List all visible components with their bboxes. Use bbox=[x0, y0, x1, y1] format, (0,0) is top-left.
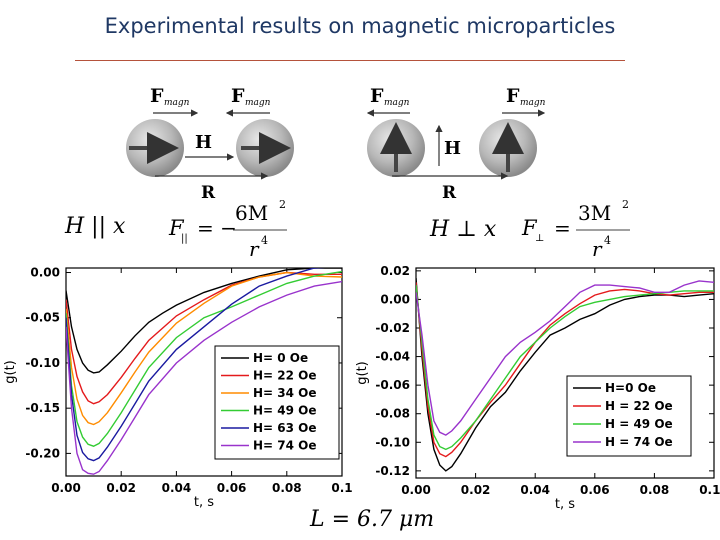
x-tick-label: 0.08 bbox=[272, 481, 302, 495]
diagram-parallel: F magn F magn H R H || x F || = − 6M 2 r… bbox=[64, 85, 294, 261]
svg-text:r: r bbox=[249, 237, 260, 261]
svg-text:L = 6.7 μm: L = 6.7 μm bbox=[309, 507, 434, 532]
legend-label: H = 22 Oe bbox=[605, 399, 673, 413]
force-label-right: F magn bbox=[231, 85, 271, 108]
y-tick-label: -0.15 bbox=[25, 401, 60, 415]
svg-text:F: F bbox=[150, 85, 164, 107]
x-tick-label: 0.10 bbox=[699, 483, 720, 497]
svg-text:magn: magn bbox=[164, 98, 190, 108]
diagram-perpendicular: F magn F magn H R H ⊥ x F ⊥ = 3M 2 r 4 bbox=[366, 85, 630, 261]
series-line-3 bbox=[66, 270, 342, 447]
series-line-4 bbox=[66, 268, 326, 462]
force-label-left: F magn bbox=[370, 85, 410, 108]
svg-text:2: 2 bbox=[622, 198, 629, 211]
legend-label: H = 49 Oe bbox=[605, 417, 673, 431]
legend-label: H= 22 Oe bbox=[253, 369, 317, 383]
x-tick-label: 0.02 bbox=[461, 483, 491, 497]
svg-text:F: F bbox=[231, 85, 245, 107]
field-label: H bbox=[195, 132, 212, 153]
x-tick-label: 0.04 bbox=[520, 483, 550, 497]
svg-text:F: F bbox=[168, 216, 185, 240]
y-tick-label: -0.05 bbox=[25, 311, 60, 325]
series-line-2 bbox=[66, 271, 342, 426]
svg-text:F: F bbox=[521, 216, 538, 240]
x-tick-label: 0.06 bbox=[217, 481, 247, 495]
svg-text:||: || bbox=[181, 233, 188, 244]
condition-parallel: H || x bbox=[64, 214, 126, 239]
y-axis-label: g(t) bbox=[3, 360, 18, 384]
force-label-right: F magn bbox=[506, 85, 546, 108]
y-tick-label: 0.02 bbox=[380, 264, 410, 278]
series-line-0 bbox=[416, 277, 714, 472]
svg-text:= −: = − bbox=[197, 216, 237, 240]
legend-label: H= 63 Oe bbox=[253, 421, 317, 435]
y-tick-label: -0.08 bbox=[375, 407, 410, 421]
plot-frame bbox=[65, 267, 343, 477]
formula-parallel: F || = − 6M 2 r 4 bbox=[168, 198, 287, 261]
legend-box bbox=[214, 345, 340, 460]
distance-label: R bbox=[201, 183, 216, 203]
svg-text:magn: magn bbox=[384, 98, 410, 108]
svg-text:⊥: ⊥ bbox=[535, 233, 544, 244]
condition-perpendicular: H ⊥ x bbox=[429, 217, 497, 242]
y-tick-label: -0.10 bbox=[25, 356, 60, 370]
svg-text:magn: magn bbox=[520, 98, 546, 108]
y-axis-label: g(t) bbox=[355, 361, 370, 385]
series-line-0 bbox=[66, 268, 342, 374]
y-tick-label: -0.10 bbox=[375, 435, 410, 449]
legend-label: H = 74 Oe bbox=[605, 435, 673, 449]
legend-label: H= 34 Oe bbox=[253, 386, 317, 400]
svg-text:4: 4 bbox=[261, 234, 268, 247]
y-tick-label: -0.12 bbox=[375, 464, 410, 478]
x-tick-label: 0.02 bbox=[106, 481, 136, 495]
svg-text:4: 4 bbox=[604, 234, 611, 247]
x-tick-label: 0.08 bbox=[640, 483, 670, 497]
plot-frame bbox=[415, 267, 715, 479]
svg-text:r: r bbox=[592, 237, 603, 261]
series-line-2 bbox=[416, 285, 714, 451]
x-axis-label: t, s bbox=[194, 495, 214, 510]
distance-label: R bbox=[442, 183, 457, 203]
chart-perpendicular: 0.00 0.02 0.04 0.06 0.08 0.10 0.02 0.00 -0.02 -0.… bbox=[355, 264, 720, 512]
series-line-3 bbox=[416, 280, 714, 436]
svg-text:F: F bbox=[370, 85, 384, 107]
formula-perpendicular: F ⊥ = 3M 2 r 4 bbox=[521, 198, 630, 261]
field-label: H bbox=[444, 138, 461, 159]
x-tick-label: 0.06 bbox=[580, 483, 610, 497]
x-tick-label: 0.00 bbox=[401, 483, 431, 497]
legend-label: H= 0 Oe bbox=[253, 351, 308, 365]
svg-text:magn: magn bbox=[245, 98, 271, 108]
y-tick-label: -0.20 bbox=[25, 446, 60, 460]
svg-text:2: 2 bbox=[279, 198, 286, 211]
force-label-left: F magn bbox=[150, 85, 190, 108]
svg-text:3M: 3M bbox=[578, 201, 611, 225]
chart-parallel: 0.00 0.02 0.04 0.06 0.08 0.1 0.00 -0.05 -0.10 -0.… bbox=[3, 266, 353, 510]
series-line-5 bbox=[66, 280, 342, 475]
svg-text:F: F bbox=[506, 85, 520, 107]
x-tick-label: 0.04 bbox=[162, 481, 192, 495]
legend-label: H= 74 Oe bbox=[253, 439, 317, 453]
y-tick-label: -0.04 bbox=[375, 350, 410, 364]
x-tick-label: 0.00 bbox=[51, 481, 81, 495]
page-title: Experimental results on magnetic micropa… bbox=[104, 14, 616, 38]
y-tick-label: 0.00 bbox=[380, 292, 410, 306]
x-axis-label: t, s bbox=[555, 497, 575, 512]
svg-text:6M: 6M bbox=[235, 201, 268, 225]
y-tick-label: -0.02 bbox=[375, 321, 410, 335]
x-tick-label: 0.1 bbox=[331, 481, 352, 495]
legend-label: H= 49 Oe bbox=[253, 404, 317, 418]
y-tick-label: -0.06 bbox=[375, 378, 410, 392]
legend-label: H=0 Oe bbox=[605, 381, 656, 395]
svg-text:=: = bbox=[554, 216, 571, 240]
y-tick-label: 0.00 bbox=[30, 266, 60, 280]
title-underline bbox=[75, 60, 625, 61]
length-formula: L = 6.7 μm bbox=[309, 507, 434, 532]
